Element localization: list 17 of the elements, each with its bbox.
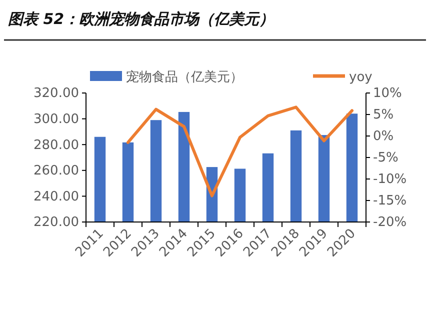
y2-tick-label: -10% [373, 172, 407, 188]
y-tick-label: 280.00 [34, 138, 79, 153]
legend-label: 宠物食品（亿美元） [126, 69, 243, 85]
y2-tick-label: -5% [373, 150, 398, 166]
y2-tick-label: -20% [373, 215, 407, 230]
line-series [126, 106, 354, 198]
y2-tick-label: 0% [373, 129, 394, 144]
y-tick-label: 220.00 [34, 215, 79, 230]
y2-tick-label: 5% [373, 108, 394, 123]
legend-label: yoy [349, 70, 373, 85]
y2-tick-label: 10% [373, 86, 402, 102]
y2-tick-label: -15% [373, 194, 407, 209]
y-tick-label: 260.00 [34, 164, 79, 179]
y-tick-label: 240.00 [34, 189, 79, 204]
chart-title: 图表 52：欧洲宠物食品市场（亿美元） [8, 10, 274, 28]
y-tick-label: 320.00 [34, 86, 79, 102]
y-tick-label: 300.00 [34, 112, 79, 127]
